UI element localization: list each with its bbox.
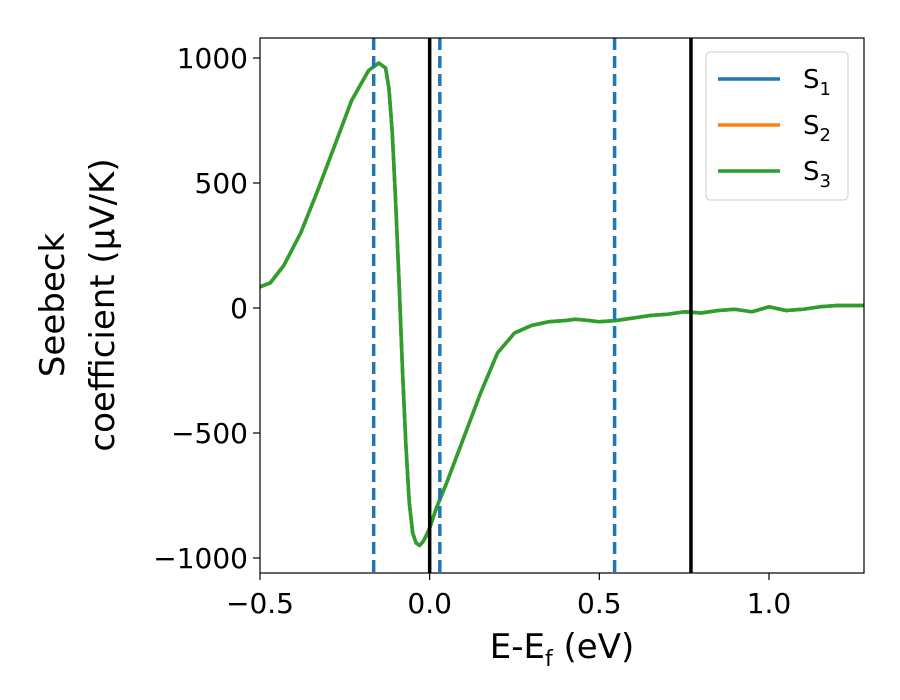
y-tick-label: −1000: [153, 542, 248, 575]
series-line-s3: [260, 61, 864, 548]
x-axis: −0.5 0.0 0.5 1.0: [226, 573, 791, 620]
y-tick-label: 0: [230, 292, 248, 325]
x-axis-label: E-Ef (eV): [490, 627, 635, 672]
y-tick-label: 500: [195, 167, 248, 200]
plot-area: [260, 38, 864, 573]
y-tick-label: 1000: [177, 42, 248, 75]
x-tick-label: 0.5: [577, 587, 622, 620]
y-axis-label-line2: coefficient (μV/K): [83, 158, 123, 451]
x-tick-label: 0.0: [407, 587, 452, 620]
x-tick-label: −0.5: [226, 587, 294, 620]
legend-label-s3: S3: [803, 157, 831, 192]
y-axis: −1000 −500 0 500 1000: [153, 42, 260, 575]
legend-label-s1: S1: [803, 65, 831, 100]
y-axis-label: Seebeck coefficient (μV/K): [33, 158, 123, 451]
legend-label-s2: S2: [803, 111, 831, 146]
legend: S1 S2 S3: [705, 51, 849, 201]
x-tick-label: 1.0: [747, 587, 792, 620]
y-axis-label-line1: Seebeck: [33, 233, 73, 378]
plot-frame: [259, 37, 865, 574]
y-tick-label: −500: [171, 417, 248, 450]
